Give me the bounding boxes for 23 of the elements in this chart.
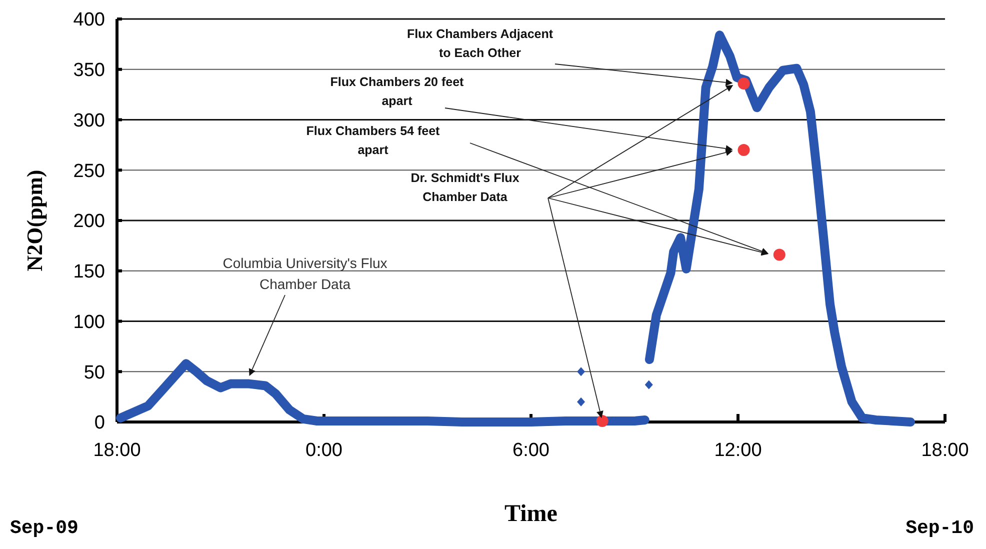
y-tick-label: 50 xyxy=(84,362,105,384)
y-tick-label: 200 xyxy=(73,211,105,232)
x-tick-label: 18:00 xyxy=(921,440,969,461)
annotation: Flux Chambers 54 feet apart xyxy=(306,124,441,157)
y-tick-label: 350 xyxy=(73,60,105,82)
y-tick-label: 150 xyxy=(73,262,105,283)
x-tick-label: 6:00 xyxy=(512,440,550,461)
x-tick-label: 0:00 xyxy=(306,440,342,461)
y-tick-label: 300 xyxy=(73,110,105,132)
y-tick-label: 0 xyxy=(94,412,105,434)
text: Sep-09 xyxy=(10,517,78,539)
x-tick-label: 18:00 xyxy=(93,440,141,461)
annotation: Dr. Schmidt's Flux Chamber Data xyxy=(410,171,520,204)
text: Sep-10 xyxy=(906,517,974,539)
x-axis-title: Time xyxy=(504,501,558,527)
annotation: Columbia University's Flux Chamber Data xyxy=(222,255,388,292)
x-tick-label: 12:00 xyxy=(714,440,762,461)
annotation: Flux Chambers 20 feet apart xyxy=(330,75,465,108)
y-tick-label: 100 xyxy=(73,312,105,333)
y-axis-title: N2O(ppm) xyxy=(22,170,47,272)
y-tick-label: 250 xyxy=(73,160,105,182)
y-tick-label: 400 xyxy=(73,10,105,31)
annotation: Flux Chambers Adjacent to Each Other xyxy=(406,27,554,60)
